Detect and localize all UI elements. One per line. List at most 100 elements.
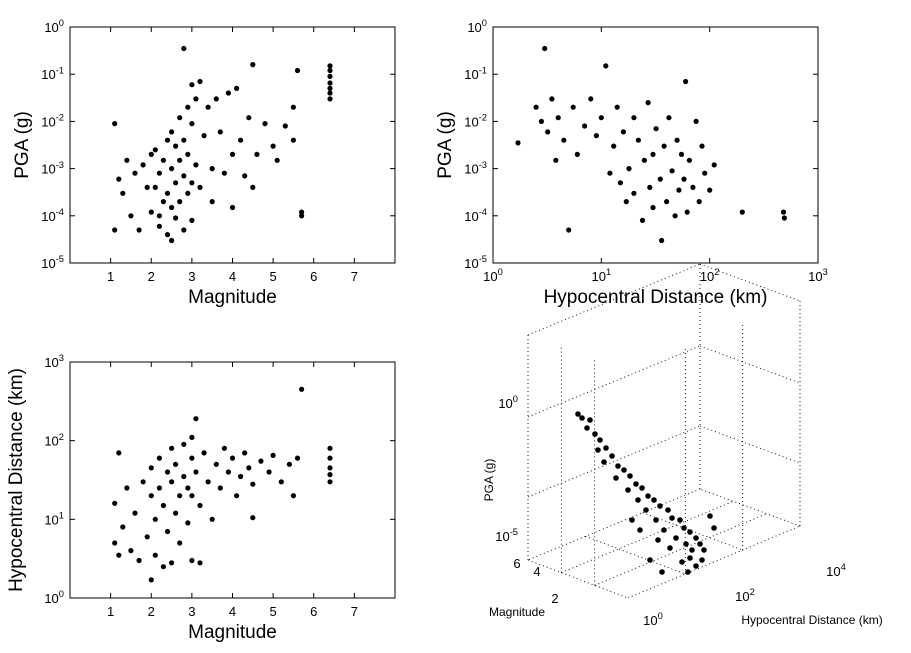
tick-base: 10: [467, 20, 481, 35]
data-point: [205, 479, 211, 485]
data-point: [262, 121, 268, 127]
tick-exponent: 0: [59, 589, 64, 599]
data-point: [781, 215, 788, 221]
data-point: [639, 217, 646, 223]
plot-frame: [69, 26, 396, 264]
data-point: [177, 493, 183, 499]
y-tick-label: 102: [44, 432, 64, 449]
data-point: [603, 445, 609, 451]
data-point: [173, 180, 179, 186]
data-point: [242, 173, 248, 179]
data-point: [136, 557, 142, 564]
x-tick-label: 7: [351, 604, 358, 619]
y-axis-title: Hypocentral Distance (km): [6, 368, 27, 592]
data-point: [181, 227, 187, 233]
data-point: [140, 479, 146, 485]
data-point: [629, 517, 635, 523]
x-axis-title: Hypocentral Distance (km): [741, 613, 882, 627]
data-point: [201, 133, 207, 139]
data-point: [181, 137, 187, 143]
data-point: [617, 180, 624, 186]
data-point: [693, 563, 699, 569]
x-tick-label: 102: [735, 587, 755, 604]
data-point: [258, 458, 264, 464]
tick-base: 10: [41, 67, 55, 82]
data-point: [112, 121, 118, 127]
data-point: [221, 445, 227, 451]
data-point: [185, 520, 191, 526]
data-point: [197, 560, 203, 566]
data-point: [687, 529, 693, 535]
data-point: [647, 557, 653, 563]
data-point: [667, 545, 673, 551]
x-tick-label: 5: [270, 269, 277, 284]
data-point: [169, 129, 175, 135]
data-point: [683, 78, 689, 85]
data-point: [209, 166, 215, 172]
data-point: [242, 450, 248, 456]
data-point: [164, 232, 171, 238]
tick-base: 10: [483, 269, 497, 284]
y-axis-title: PGA (g): [12, 111, 33, 179]
y-tick-label: 6: [513, 556, 520, 571]
data-point: [234, 85, 240, 91]
data-point: [593, 133, 600, 139]
data-point: [193, 96, 199, 102]
data-point: [687, 555, 693, 561]
tick-exponent: 0: [59, 18, 64, 28]
data-point: [225, 90, 231, 96]
data-point: [250, 62, 256, 68]
data-point: [595, 447, 601, 453]
wall-grid-line: [699, 345, 801, 384]
data-point: [672, 213, 678, 219]
data-point: [201, 450, 207, 456]
data-point: [181, 173, 187, 179]
data-point: [538, 118, 545, 124]
data-point: [641, 157, 648, 163]
data-point: [217, 485, 223, 491]
data-point: [181, 473, 187, 480]
data-point: [169, 166, 175, 172]
data-point: [217, 129, 223, 135]
data-point: [613, 475, 619, 481]
data-point: [592, 431, 598, 437]
tick-exponent: -5: [56, 254, 64, 264]
tick-base: 10: [41, 256, 55, 271]
floor-edge: [699, 488, 801, 527]
y-tick-label: 10-4: [464, 207, 487, 224]
y-tick-label: 10-5: [41, 254, 64, 271]
data-point: [665, 507, 671, 513]
data-point: [611, 143, 617, 149]
x-tick-label: 5: [270, 604, 277, 619]
floor-edge: [527, 488, 701, 561]
data-point: [327, 479, 333, 485]
wall-grid-line: [699, 425, 801, 464]
data-point: [148, 465, 154, 471]
data-point: [185, 485, 191, 491]
data-point: [250, 184, 256, 190]
tick-base: 10: [464, 162, 478, 177]
data-point: [639, 485, 645, 491]
data-point: [327, 90, 333, 96]
tick-exponent: -5: [479, 254, 487, 264]
data-point: [661, 143, 667, 149]
data-point: [655, 537, 661, 543]
data-point: [116, 176, 122, 182]
data-point: [681, 525, 687, 531]
plot-frame: [492, 26, 819, 264]
data-point: [780, 209, 787, 215]
data-point: [327, 472, 333, 478]
tick-exponent: -5: [510, 527, 518, 537]
data-point: [132, 510, 138, 516]
y-tick-label: 10-3: [464, 160, 487, 177]
tick-base: 10: [41, 209, 55, 224]
tick-base: 10: [44, 20, 58, 35]
data-point: [197, 184, 203, 190]
data-point: [683, 541, 689, 547]
data-point: [164, 137, 171, 143]
data-point: [711, 525, 717, 531]
data-point: [193, 416, 199, 422]
data-point: [156, 170, 162, 176]
tick-base: 10: [464, 256, 478, 271]
